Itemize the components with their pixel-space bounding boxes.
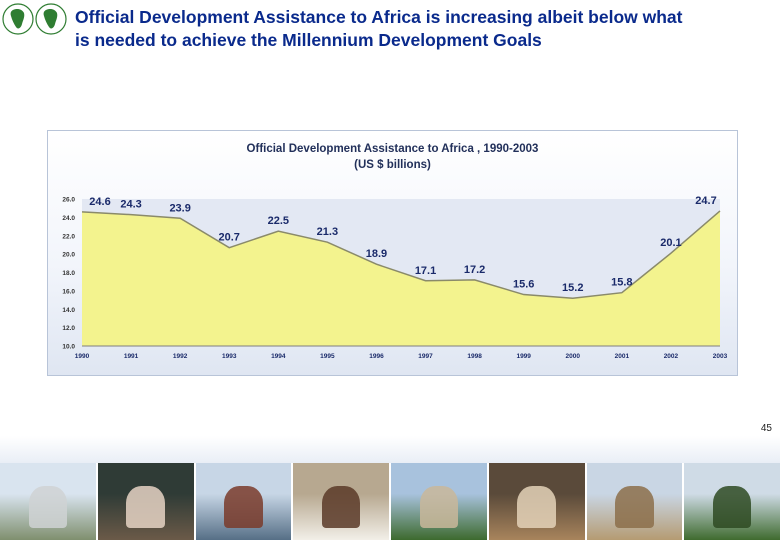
data-label: 21.3 (317, 226, 338, 238)
data-label: 24.6 (89, 196, 110, 208)
x-tick-label: 1997 (418, 353, 433, 360)
slide-title-line-1: Official Development Assistance to Afric… (75, 7, 683, 27)
photo-schoolchildren (293, 463, 389, 540)
photo-strip-fade (0, 436, 780, 463)
chart-subtitle: (US $ billions) (354, 159, 431, 171)
photo-classroom (97, 463, 194, 540)
y-tick-label: 14.0 (62, 307, 75, 314)
page-number: 45 (760, 423, 772, 434)
slide-title: Official Development Assistance to Afric… (75, 6, 775, 52)
data-label: 24.7 (695, 195, 716, 207)
photo-market-woman-subject (517, 486, 556, 529)
y-tick-label: 16.0 (62, 288, 75, 295)
photo-field-workers (684, 463, 780, 540)
photo-ship (195, 463, 292, 540)
photo-market-woman (488, 463, 585, 540)
photo-strip (0, 463, 780, 540)
photo-schoolchildren-subject (321, 486, 361, 529)
x-tick-label: 1993 (222, 353, 237, 360)
y-tick-label: 10.0 (62, 344, 75, 351)
data-label: 15.2 (562, 282, 583, 294)
area-chart: 10.0 12.0 14.0 16.0 18.0 20.0 22.0 24.0 26.0 1990… (62, 195, 728, 360)
y-tick-label: 24.0 (62, 215, 75, 222)
x-tick-label: 1992 (173, 353, 188, 360)
slide-title-line-2: is needed to achieve the Millennium Deve… (75, 30, 542, 50)
data-label: 17.2 (464, 264, 485, 276)
chart-frame: Official Development Assistance to Afric… (47, 130, 738, 376)
data-label: 20.1 (660, 237, 681, 249)
afdb-logo (2, 3, 67, 35)
photo-headquarters (0, 463, 96, 540)
photo-field-workers-subject (712, 486, 752, 529)
series-area-fill (82, 210, 720, 346)
x-tick-label: 1990 (75, 353, 90, 360)
photo-headquarters-subject (28, 486, 68, 529)
y-tick-label: 12.0 (62, 325, 75, 332)
data-label: 22.5 (268, 215, 289, 227)
data-label: 24.3 (120, 199, 141, 211)
x-tick-label: 1991 (124, 353, 139, 360)
series-line (81, 210, 721, 299)
x-tick-label: 2000 (566, 353, 581, 360)
x-tick-label: 1995 (320, 353, 335, 360)
x-tick-label: 1998 (467, 353, 482, 360)
x-tick-label: 2001 (615, 353, 630, 360)
y-tick-label: 22.0 (62, 233, 75, 240)
data-label: 18.9 (366, 248, 387, 260)
x-tick-label: 2003 (713, 353, 728, 360)
data-label: 23.9 (169, 202, 190, 214)
x-tick-label: 2002 (664, 353, 679, 360)
data-label: 17.1 (415, 265, 436, 277)
y-tick-label: 18.0 (62, 270, 75, 277)
y-tick-label: 20.0 (62, 252, 75, 259)
data-label: 15.8 (611, 277, 632, 289)
x-tick-label: 1999 (516, 353, 531, 360)
photo-railway (391, 463, 487, 540)
photo-railway-subject (419, 486, 459, 529)
data-label: 15.6 (513, 279, 534, 291)
x-tick-label: 1994 (271, 353, 286, 360)
data-label: 20.7 (219, 232, 240, 244)
photo-salt-flats (586, 463, 683, 540)
photo-ship-subject (224, 486, 263, 529)
chart-title: Official Development Assistance to Afric… (246, 143, 539, 155)
y-tick-label: 26.0 (62, 197, 75, 204)
photo-salt-flats-subject (615, 486, 654, 529)
photo-classroom-subject (126, 486, 165, 529)
x-tick-label: 1996 (369, 353, 384, 360)
chart-title-block: Official Development Assistance to Afric… (48, 141, 737, 173)
